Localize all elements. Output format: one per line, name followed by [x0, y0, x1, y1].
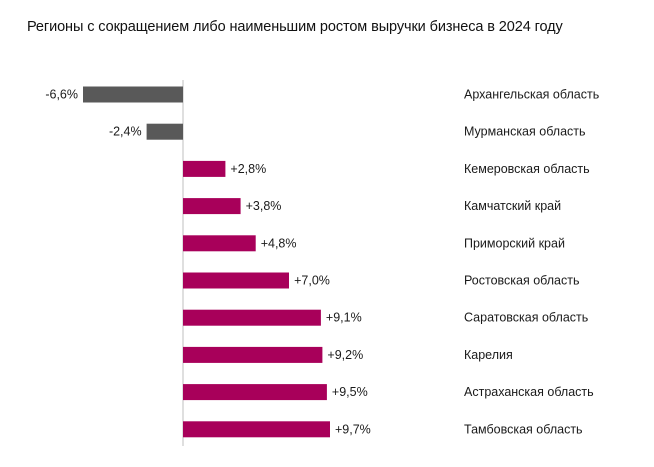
category-label: Кемеровская область	[464, 162, 590, 176]
category-label: Астраханская область	[464, 385, 594, 399]
value-label: -2,4%	[109, 125, 142, 139]
bar	[183, 309, 321, 326]
category-label: Мурманская область	[464, 125, 586, 139]
category-label: Карелия	[464, 348, 513, 362]
value-label: +3,8%	[246, 199, 282, 213]
category-label: Тамбовская область	[464, 422, 583, 436]
bar	[183, 421, 330, 438]
bar	[146, 123, 183, 140]
value-label: +9,2%	[327, 348, 363, 362]
category-label: Приморский край	[464, 236, 565, 250]
value-label: +9,7%	[335, 422, 371, 436]
bar	[83, 86, 183, 103]
value-label: +9,5%	[332, 385, 368, 399]
value-label: +4,8%	[261, 236, 297, 250]
bar	[183, 346, 323, 363]
category-label: Ростовская область	[464, 274, 580, 288]
value-label: +2,8%	[230, 162, 266, 176]
value-label: -6,6%	[45, 88, 78, 102]
bar	[183, 235, 256, 252]
bar	[183, 272, 289, 289]
category-label: Саратовская область	[464, 311, 588, 325]
chart-title: Регионы с сокращением либо наименьшим ро…	[27, 19, 563, 35]
bar	[183, 384, 327, 401]
category-labels-group: Архангельская область Мурманская область К…	[464, 88, 599, 437]
bar	[183, 160, 226, 177]
value-label: +9,1%	[326, 311, 362, 325]
value-label: +7,0%	[294, 274, 330, 288]
value-labels-group: -6,6% -2,4% +2,8% +3,8% +4,8% +7,0% +9,1% +9,2%…	[45, 88, 370, 437]
category-label: Камчатский край	[464, 199, 561, 213]
category-label: Архангельская область	[464, 88, 599, 102]
bars-group	[83, 86, 330, 438]
bar	[183, 198, 241, 215]
